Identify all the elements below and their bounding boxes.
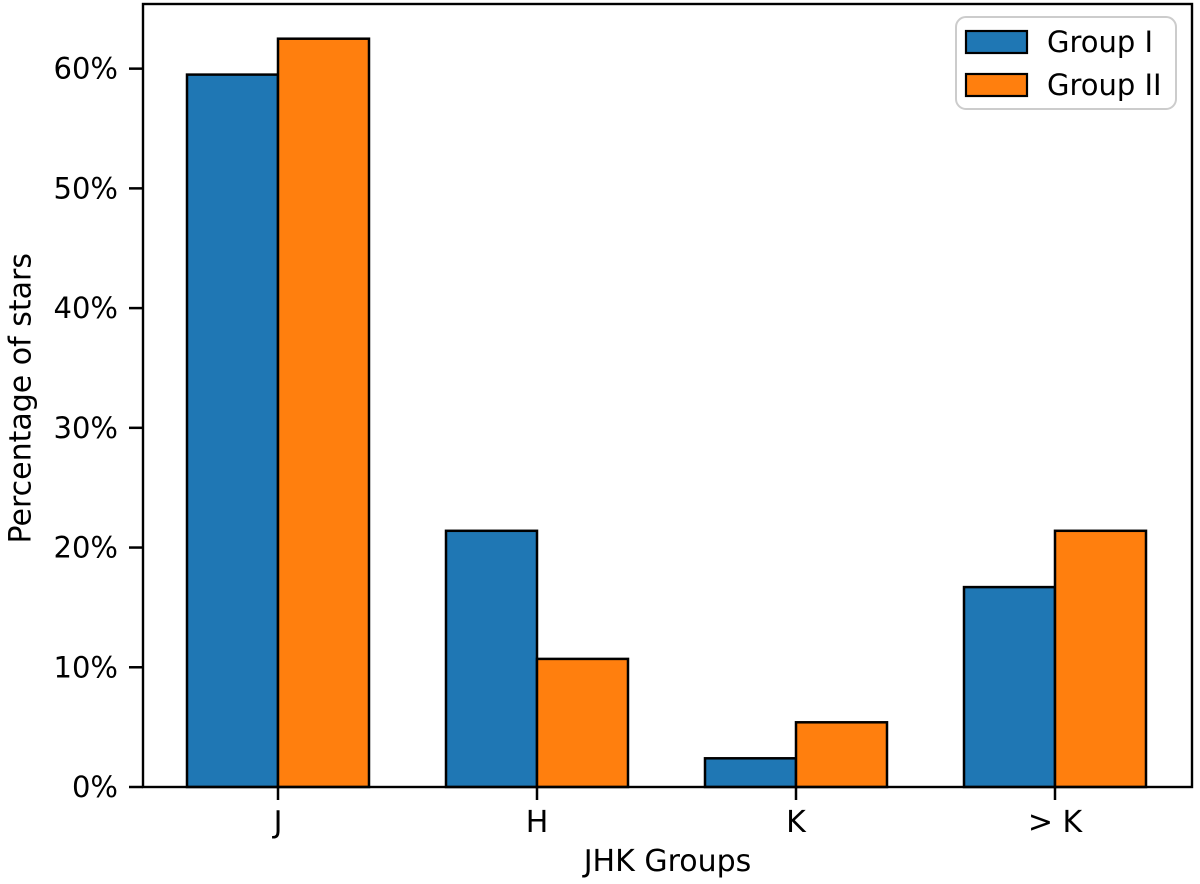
bar-group-ii-h [535, 657, 630, 789]
x-tick-label-k: K [786, 805, 807, 840]
x-tick-label-h: H [526, 805, 549, 840]
legend-swatch-group-ii [964, 72, 1029, 98]
x-tick-label-j: J [272, 805, 283, 840]
y-tick-label-50: 50% [54, 171, 118, 205]
bar-group-i-k [962, 585, 1057, 789]
legend-swatch-group-i [964, 29, 1029, 55]
bar-group-ii-k [794, 721, 889, 789]
plot-frame [141, 2, 1194, 789]
legend-label-group-i: Group I [1047, 25, 1153, 59]
y-tick-label-60: 60% [54, 52, 118, 86]
y-tick-label-20: 20% [54, 531, 118, 565]
y-tick-label-0: 0% [72, 770, 118, 804]
y-tick-label-30: 30% [54, 411, 118, 445]
x-tick-label-k: > K [1028, 805, 1084, 840]
y-tick-label-10: 10% [54, 650, 118, 684]
x-axis-label: JHK Groups [583, 844, 752, 879]
bar-group-ii-k [1053, 529, 1148, 789]
bar-group-i-j [185, 73, 280, 789]
bar-group-i-k [703, 757, 798, 789]
y-tick-label-40: 40% [54, 291, 118, 325]
bar-group-i-h [444, 529, 539, 789]
legend-label-group-ii: Group II [1047, 68, 1162, 102]
y-axis-label: Percentage of stars [3, 253, 39, 544]
bar-group-ii-j [276, 37, 371, 789]
